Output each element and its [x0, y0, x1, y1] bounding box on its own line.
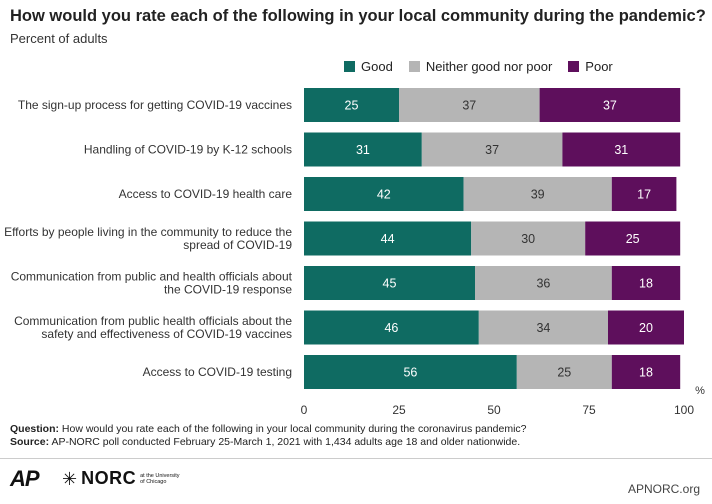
bar-segment — [304, 221, 472, 256]
norc-logo: ✳ NORC at the University of Chicago — [62, 468, 180, 489]
data-label: 18 — [639, 277, 653, 291]
data-label: 31 — [356, 143, 370, 157]
legend-label-poor: Poor — [585, 59, 613, 74]
legend-label-neither: Neither good nor poor — [425, 59, 553, 74]
source-note: Source: AP-NORC poll conducted February … — [10, 436, 700, 449]
bar-segment — [304, 177, 464, 211]
ap-logo: AP — [10, 466, 40, 491]
category-label: The sign-up process for getting COVID-19… — [18, 98, 292, 112]
data-label: 56 — [403, 366, 417, 380]
data-label: 45 — [383, 277, 397, 291]
x-tick-label: 75 — [582, 403, 596, 417]
x-tick-label: 0 — [301, 403, 308, 417]
data-label: 20 — [639, 321, 653, 335]
legend-item-good: Good — [344, 59, 393, 74]
bar-segment — [421, 132, 563, 167]
bar-segment — [562, 132, 681, 167]
bar-segment — [475, 266, 612, 300]
bar-segment — [304, 88, 399, 122]
category-label: Access to COVID-19 health care — [119, 187, 293, 201]
data-label: 34 — [536, 321, 550, 335]
bar-segment — [611, 177, 677, 211]
data-label: 18 — [639, 366, 653, 380]
bar-segment — [585, 221, 681, 256]
chart-title: How would you rate each of the following… — [10, 7, 706, 25]
legend-item-neither: Neither good nor poor — [408, 59, 553, 74]
data-label: 37 — [462, 99, 476, 113]
category-label: Handling of COVID-19 by K-12 schools — [84, 143, 292, 157]
legend-swatch-neither — [408, 61, 420, 72]
legend: Good Neither good nor poor Poor — [344, 59, 613, 74]
category-label: safety and effectiveness of COVID-19 vac… — [41, 327, 292, 341]
source-label: Source: — [10, 436, 50, 448]
category-label: spread of COVID-19 — [183, 238, 292, 252]
stacked-bar-chart: The sign-up process for getting COVID-19… — [4, 88, 705, 417]
x-tick-label: 25 — [392, 403, 406, 417]
legend-swatch-poor — [568, 61, 580, 72]
data-label: 37 — [603, 99, 617, 113]
data-label: 39 — [531, 188, 545, 202]
data-label: 42 — [377, 188, 391, 202]
x-axis-unit: % — [695, 385, 705, 397]
norc-wordmark: NORC — [81, 468, 137, 488]
data-label: 30 — [521, 232, 535, 246]
data-label: 17 — [637, 188, 651, 202]
data-label: 25 — [557, 366, 571, 380]
category-label: Efforts by people living in the communit… — [4, 225, 292, 239]
bar-segment — [539, 88, 681, 122]
legend-swatch-good — [344, 61, 355, 72]
bar-segment — [463, 177, 612, 211]
bar-segment — [516, 355, 612, 389]
data-label: 44 — [381, 232, 395, 246]
bar-segment — [304, 310, 479, 345]
data-label: 37 — [485, 143, 499, 157]
bar-segment — [608, 310, 684, 345]
norc-star-icon: ✳ — [62, 468, 78, 489]
data-label: 25 — [345, 99, 359, 113]
norc-affiliation: at the University of Chicago — [140, 472, 180, 485]
data-label: 46 — [384, 321, 398, 335]
category-label: the COVID-19 response — [164, 283, 292, 297]
x-tick-label: 100 — [674, 403, 694, 417]
bar-segment — [304, 266, 475, 300]
question-note: Question: How would you rate each of the… — [10, 423, 700, 436]
bar-segment — [304, 355, 517, 389]
footnotes: Question: How would you rate each of the… — [10, 423, 700, 449]
legend-item-poor: Poor — [568, 59, 613, 74]
data-label: 36 — [536, 277, 550, 291]
source-text: AP-NORC poll conducted February 25-March… — [51, 436, 521, 448]
site-url: APNORC.org — [627, 482, 700, 496]
bar-segment — [471, 221, 586, 256]
question-text: How would you rate each of the following… — [61, 423, 527, 435]
bar-segment — [478, 310, 608, 345]
bar-segment — [304, 132, 422, 167]
legend-label-good: Good — [361, 59, 393, 74]
category-label: Communication from public and health off… — [11, 270, 293, 284]
question-label: Question: — [10, 423, 59, 435]
data-label: 25 — [626, 232, 640, 246]
category-label: Access to COVID-19 testing — [143, 365, 292, 379]
chart-subtitle: Percent of adults — [10, 31, 108, 46]
bar-segment — [611, 266, 681, 300]
category-label: Communication from public health officia… — [14, 314, 292, 328]
footer-divider — [0, 458, 712, 459]
x-tick-label: 50 — [487, 403, 501, 417]
bar-segment — [611, 355, 681, 389]
data-label: 31 — [614, 143, 628, 157]
bar-segment — [399, 88, 540, 122]
